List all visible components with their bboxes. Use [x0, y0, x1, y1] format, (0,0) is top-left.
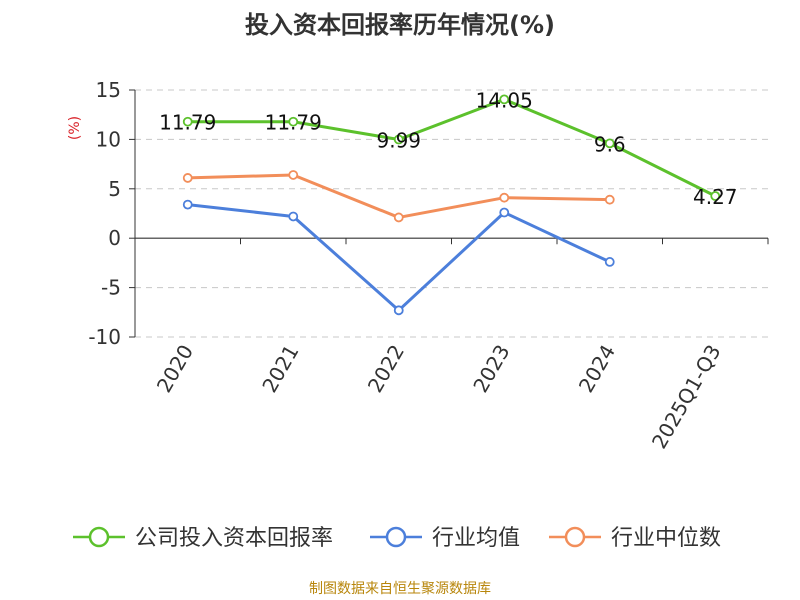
x-tick-label: 2024 — [574, 341, 620, 397]
legend-item-1[interactable]: 行业均值 — [370, 526, 520, 551]
data-point — [499, 207, 510, 218]
y-tick-label: 10 — [96, 127, 121, 151]
data-point — [393, 134, 404, 145]
legend-item-2[interactable]: 行业中位数 — [549, 526, 721, 551]
data-point — [604, 257, 615, 267]
x-tick-label: 2020 — [152, 341, 198, 397]
series-0: 11.79 11.79 9.99 14.05 9.6 4.27 — [159, 88, 737, 209]
data-point — [710, 191, 721, 201]
series-line — [187, 97, 716, 198]
y-axis: 15 10 5 0 -5 -10 — [88, 78, 136, 349]
source-note: 制图数据来自恒生聚源数据库 — [309, 581, 491, 597]
y-tick-label: -5 — [101, 276, 121, 300]
data-label: 11.79 — [159, 111, 216, 135]
y-tick-label: 5 — [108, 177, 121, 201]
y-tick-label: 15 — [96, 78, 121, 102]
data-label: 9.6 — [594, 132, 626, 156]
legend[interactable]: 公司投入资本回报率 行业均值 行业中位数 — [73, 526, 721, 551]
data-point — [182, 199, 193, 210]
data-point — [604, 194, 615, 205]
data-label: 11.79 — [265, 111, 322, 135]
x-tick-label: 2025Q1-Q3 — [647, 341, 726, 453]
data-point — [182, 173, 193, 183]
data-point — [499, 94, 510, 105]
legend-marker — [564, 526, 586, 548]
data-point — [288, 170, 299, 180]
x-axis: 2020 2021 2022 2023 2024 2025Q1-Q3 — [134, 237, 769, 453]
series-layer: 11.79 11.79 9.99 14.05 9.6 4.27 — [159, 88, 738, 316]
y-tick-label: -10 — [88, 325, 121, 349]
data-point — [182, 116, 193, 127]
x-tick-label: 2022 — [363, 341, 409, 397]
data-point — [393, 305, 404, 316]
data-label: 4.27 — [693, 185, 738, 209]
series-1 — [182, 199, 615, 316]
data-point — [499, 192, 510, 203]
data-point — [393, 212, 404, 223]
data-point — [288, 211, 299, 222]
grid-lines — [135, 89, 768, 338]
legend-label: 行业中位数 — [611, 526, 721, 551]
y-axis-unit: (%) — [67, 116, 83, 140]
x-tick-label: 2023 — [468, 341, 514, 397]
data-point — [288, 116, 299, 127]
legend-marker — [88, 526, 110, 548]
chart-title: 投入资本回报率历年情况(%) — [245, 11, 555, 39]
x-tick-label: 2021 — [257, 341, 303, 397]
legend-label: 行业均值 — [432, 526, 520, 551]
y-tick-label: 0 — [108, 226, 121, 250]
series-2 — [182, 170, 615, 223]
legend-label: 公司投入资本回报率 — [135, 526, 333, 551]
legend-item-0[interactable]: 公司投入资本回报率 — [73, 526, 333, 551]
data-point — [604, 138, 615, 149]
legend-marker — [385, 526, 407, 548]
data-label: 14.05 — [476, 88, 533, 112]
data-label: 9.99 — [376, 128, 421, 152]
